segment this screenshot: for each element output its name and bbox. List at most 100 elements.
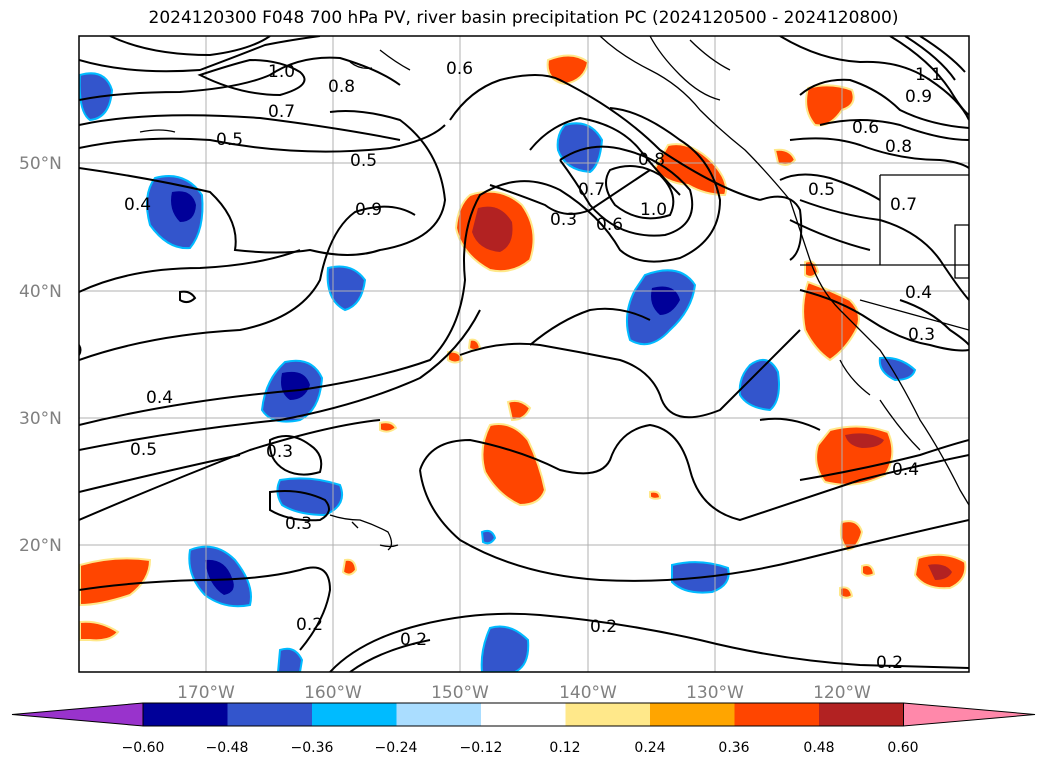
lon-label: 160°W — [304, 683, 362, 703]
contour-label: 1.1 — [915, 65, 942, 85]
map-frame — [78, 35, 970, 673]
contour-label: 0.5 — [130, 440, 157, 460]
pos-blob — [341, 558, 358, 576]
colorbar-segment — [396, 703, 482, 726]
contour-label: 0.4 — [146, 388, 173, 408]
colorbar-segment — [650, 703, 735, 726]
contour-label: 0.7 — [268, 102, 295, 122]
colorbar-segment — [143, 703, 228, 726]
contour-label: 0.5 — [350, 151, 377, 171]
pos-blob — [773, 148, 797, 166]
neg-blob — [738, 358, 780, 412]
neg-blob — [480, 625, 530, 672]
neg-blob — [276, 647, 304, 672]
contour-label: 0.6 — [852, 118, 879, 138]
neg-blob — [480, 529, 497, 545]
contour-label: 0.2 — [876, 653, 903, 673]
contour-label: 0.8 — [638, 150, 665, 170]
positive-anomaly-blobs — [79, 54, 967, 642]
neg-blob — [205, 559, 234, 595]
colorbar-tick-label: 0.24 — [634, 740, 665, 756]
lon-label: 150°W — [431, 683, 489, 703]
contour-label: 1.0 — [640, 200, 667, 220]
neg-blob — [281, 371, 310, 400]
lat-label: 20°N — [19, 536, 62, 556]
contour-label: 0.6 — [446, 59, 473, 79]
pv-contours — [79, 36, 969, 672]
lat-label: 50°N — [19, 154, 62, 174]
neg-blob — [556, 122, 604, 174]
colorbar-tick-label: 0.60 — [887, 740, 918, 756]
colorbar-tick-label: 0.12 — [549, 740, 580, 756]
colorbar-tick-label: 0.36 — [718, 740, 749, 756]
pos-blob — [861, 564, 876, 577]
colorbar-tick-label: −0.36 — [291, 740, 334, 756]
contour-label: 0.3 — [266, 442, 293, 462]
colorbar-segment — [227, 703, 313, 726]
neg-blob — [878, 356, 917, 382]
pos-blob — [447, 350, 464, 364]
colorbar-tick-label: −0.24 — [375, 740, 418, 756]
colorbar: −0.60 −0.48 −0.36 −0.24 −0.12 0.12 0.24 … — [11, 702, 1036, 756]
precip-shading — [79, 54, 967, 672]
lon-label: 130°W — [686, 683, 744, 703]
pos-blob — [481, 423, 547, 507]
contour-label: 0.4 — [892, 460, 919, 480]
colorbar-segments — [11, 702, 1036, 727]
contour-label: 0.9 — [905, 87, 932, 107]
colorbar-frame — [142, 702, 904, 727]
colorbar-tick-labels: −0.60 −0.48 −0.36 −0.24 −0.12 0.12 0.24 … — [122, 740, 919, 756]
gridlines — [79, 36, 969, 672]
pos-blob — [802, 280, 860, 362]
contour-label: 0.4 — [124, 195, 151, 215]
contour-label: 0.3 — [908, 325, 935, 345]
pos-blob — [506, 399, 532, 422]
longitude-labels: 170°W 160°W 150°W 140°W 130°W 120°W — [177, 683, 871, 703]
map-title: 2024120300 F048 700 hPa PV, river basin … — [148, 8, 899, 28]
lat-label: 40°N — [19, 282, 62, 302]
neg-blob — [651, 286, 680, 315]
contour-label: 0.5 — [808, 180, 835, 200]
contour-label: 0.3 — [550, 210, 577, 230]
colorbar-tick-label: −0.48 — [206, 740, 249, 756]
contour-label: 0.2 — [400, 630, 427, 650]
pos-blob — [805, 84, 855, 127]
pos-blob — [379, 421, 398, 433]
colorbar-extend-max — [903, 702, 1036, 727]
pos-blob — [472, 206, 513, 252]
contour-label: 1.0 — [268, 62, 295, 82]
contour-label: 0.8 — [885, 137, 912, 157]
colorbar-extend-min — [11, 702, 144, 727]
colorbar-segment — [565, 703, 651, 726]
colorbar-tick-label: −0.12 — [460, 740, 503, 756]
contour-label: 0.4 — [905, 283, 932, 303]
lon-label: 120°W — [813, 683, 871, 703]
pos-blob — [546, 54, 590, 86]
lon-label: 140°W — [559, 683, 617, 703]
contour-label: 0.7 — [890, 195, 917, 215]
colorbar-tick-label: 0.48 — [803, 740, 834, 756]
neg-blob — [171, 191, 196, 222]
contour-labels: 1.0 0.7 0.8 0.6 0.5 0.5 0.9 0.4 0.3 0.7 … — [124, 59, 942, 673]
contour-label: 0.6 — [596, 215, 623, 235]
contour-label: 0.3 — [285, 514, 312, 534]
colorbar-segment — [312, 703, 397, 726]
colorbar-segment — [819, 703, 904, 726]
colorbar-tick-label: −0.60 — [122, 740, 165, 756]
negative-anomaly-blobs — [79, 72, 917, 672]
contour-label: 0.2 — [590, 617, 617, 637]
neg-blob — [276, 477, 344, 517]
colorbar-segment — [481, 703, 566, 726]
colorbar-segment — [734, 703, 820, 726]
pos-blob — [845, 433, 884, 448]
lon-label: 170°W — [177, 683, 235, 703]
neg-blob — [326, 265, 367, 312]
contour-label: 0.8 — [328, 77, 355, 97]
contour-label: 0.7 — [578, 180, 605, 200]
pos-blob — [79, 557, 152, 607]
pos-blob — [649, 490, 662, 500]
contour-label: 0.9 — [355, 200, 382, 220]
contour-label: 0.2 — [296, 615, 323, 635]
latitude-labels: 50°N 40°N 30°N 20°N — [19, 154, 62, 556]
